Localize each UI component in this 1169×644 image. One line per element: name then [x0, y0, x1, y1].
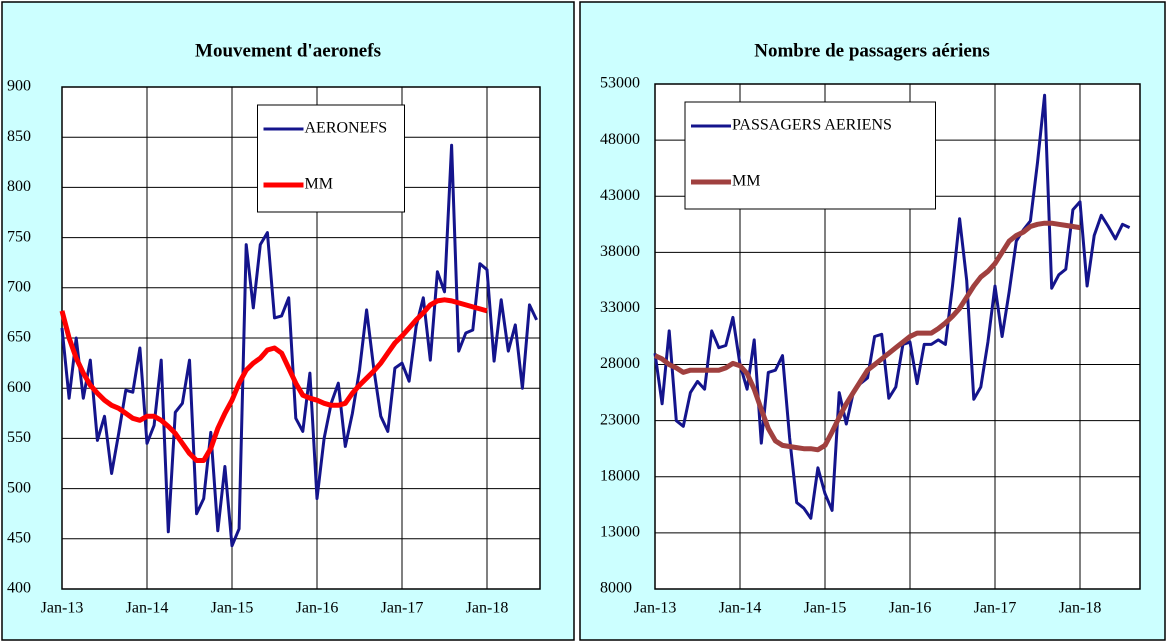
chart-title: Nombre de passagers aériens	[754, 40, 990, 61]
y-tick-label: 400	[7, 580, 31, 597]
y-tick-label: 550	[7, 429, 31, 446]
plot-border	[654, 83, 1141, 590]
x-tick-label: Jan-16	[296, 600, 339, 617]
y-tick-label: 28000	[600, 355, 640, 372]
x-tick-label: Jan-15	[804, 600, 847, 617]
x-tick-label: Jan-18	[1059, 600, 1102, 617]
legend-box	[684, 101, 936, 210]
y-tick-label: 13000	[600, 524, 640, 541]
legend-label: MM	[305, 176, 333, 193]
data-line	[59, 297, 488, 463]
y-tick-label: 8000	[600, 580, 632, 597]
y-tick-label: 18000	[600, 467, 640, 484]
data-line	[60, 143, 538, 548]
legend-label: MM	[732, 173, 760, 190]
y-tick-label: 450	[7, 529, 31, 546]
x-tick-label: Jan-13	[634, 600, 677, 617]
data-line	[653, 220, 1081, 453]
x-tick-label: Jan-17	[974, 600, 1017, 617]
x-tick-label: Jan-17	[381, 600, 424, 617]
x-tick-label: Jan-14	[126, 600, 169, 617]
y-tick-label: 500	[7, 479, 31, 496]
data-line	[653, 93, 1131, 520]
y-tick-label: 650	[7, 329, 31, 346]
x-tick-label: Jan-14	[719, 600, 762, 617]
legend-label: PASSAGERS AERIENS	[732, 117, 892, 134]
x-tick-label: Jan-18	[466, 600, 509, 617]
y-tick-label: 800	[7, 178, 31, 195]
y-tick-label: 700	[7, 278, 31, 295]
y-tick-label: 33000	[600, 299, 640, 316]
y-tick-label: 900	[7, 78, 31, 95]
x-tick-label: Jan-13	[41, 600, 84, 617]
y-tick-label: 38000	[600, 243, 640, 260]
y-tick-label: 750	[7, 228, 31, 245]
y-tick-label: 850	[7, 128, 31, 145]
legend-label: AERONEFS	[305, 120, 388, 137]
legend-box	[257, 104, 405, 213]
y-tick-label: 23000	[600, 411, 640, 428]
y-tick-label: 43000	[600, 187, 640, 204]
y-tick-label: 600	[7, 379, 31, 396]
x-tick-label: Jan-15	[211, 600, 254, 617]
y-tick-label: 48000	[600, 131, 640, 148]
y-tick-label: 53000	[600, 75, 640, 92]
x-tick-label: Jan-16	[889, 600, 932, 617]
chart-title: Mouvement d'aeronefs	[195, 40, 381, 61]
